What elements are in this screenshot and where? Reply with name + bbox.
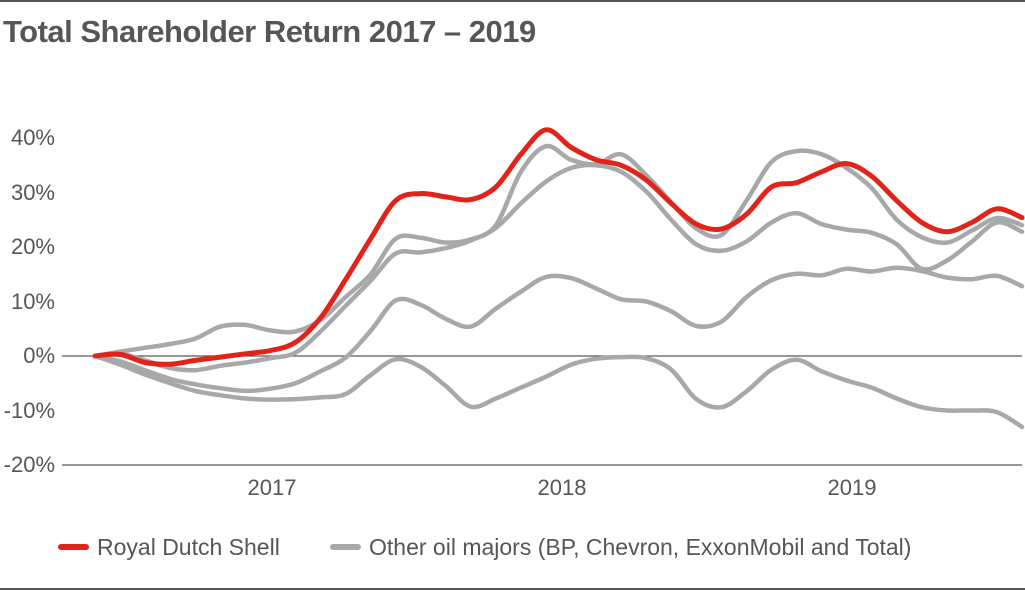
y-tick-label: -20% xyxy=(3,452,55,477)
series-lines xyxy=(92,127,1025,430)
top-rule xyxy=(0,0,1025,2)
y-tick-label: 30% xyxy=(10,179,55,205)
legend: Royal Dutch Shell Other oil majors (BP, … xyxy=(0,528,1025,568)
bottom-rule xyxy=(0,588,1025,590)
legend-label-other-majors: Other oil majors (BP, Chevron, ExxonMobi… xyxy=(369,534,912,560)
other-majors-line-swatch-icon xyxy=(330,544,361,550)
series-line-other-oil-major-4 xyxy=(92,353,1025,430)
gridlines xyxy=(62,355,1022,466)
series-line-other-oil-major-2 xyxy=(92,162,1025,373)
series-line-other-oil-major-3 xyxy=(92,265,1025,394)
x-tick-label: 2019 xyxy=(827,475,877,500)
shell-line-swatch-icon xyxy=(58,544,89,550)
chart-title: Total Shareholder Return 2017 – 2019 xyxy=(3,14,536,49)
y-tick-label: 0% xyxy=(23,343,55,368)
y-tick-label: 10% xyxy=(10,288,55,314)
series-line-royal-dutch-shell xyxy=(92,127,1025,367)
x-tick-label: 2018 xyxy=(537,475,587,500)
y-tick-label: -10% xyxy=(3,397,55,423)
legend-label-shell: Royal Dutch Shell xyxy=(97,534,280,560)
y-tick-label: 20% xyxy=(10,234,55,259)
y-tick-label: 40% xyxy=(10,125,55,150)
series-line-other-oil-major-1 xyxy=(92,143,1025,359)
x-tick-label: 2017 xyxy=(247,475,297,500)
